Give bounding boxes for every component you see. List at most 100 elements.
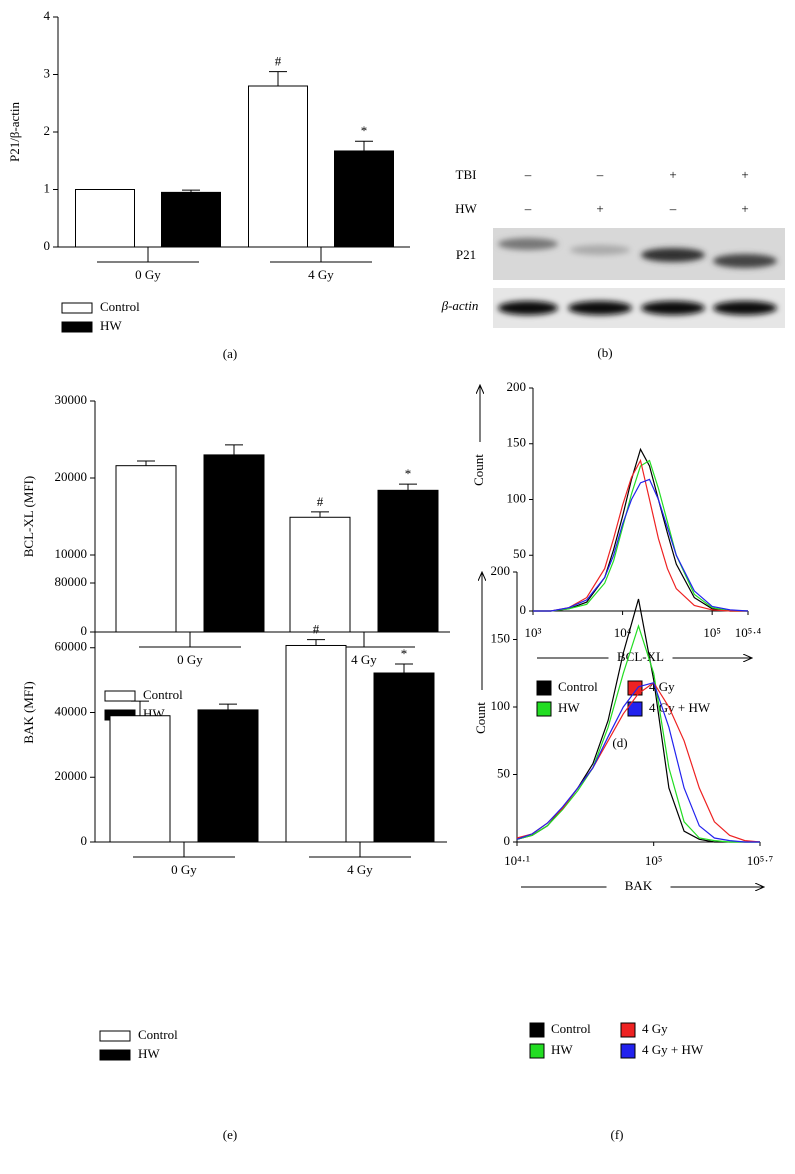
row-label: HW xyxy=(455,201,477,216)
line xyxy=(516,624,760,843)
line xyxy=(516,681,761,843)
legend-swatch xyxy=(61,321,93,333)
y-tick-label: 150 xyxy=(491,630,511,645)
legend-swatch xyxy=(620,1043,636,1059)
y-tick-label: 150 xyxy=(507,435,527,450)
line xyxy=(533,458,748,612)
y-tick-label: 3 xyxy=(44,65,51,80)
sign: + xyxy=(741,201,748,216)
annotation: * xyxy=(401,646,408,661)
x-tick-label: 0 Gy xyxy=(177,652,203,667)
blot: TBI HW – – + + – + – + P21 β-actin (b) xyxy=(441,167,785,360)
y-tick-label: 20000 xyxy=(55,768,88,783)
y-tick-label: 60000 xyxy=(55,639,88,654)
y-tick-label: 1 xyxy=(44,180,51,195)
bar xyxy=(285,644,347,843)
legend-label: Control xyxy=(138,1027,178,1042)
legend-label: 4 Gy + HW xyxy=(649,700,711,715)
y-axis-title: Count xyxy=(473,702,488,734)
x-tick-label: 10⁵·⁷ xyxy=(747,853,773,868)
x-axis-title: BCL-XL xyxy=(617,649,664,664)
y-axis-title: BAK (MFI) xyxy=(21,681,36,743)
legend-swatch xyxy=(99,1049,131,1061)
sign: – xyxy=(524,201,532,216)
y-axis-title: BCL-XL (MFI) xyxy=(21,476,36,558)
y-tick-label: 4 xyxy=(44,8,51,23)
x-tick-label: 10⁴·¹ xyxy=(504,853,530,868)
bar xyxy=(197,709,259,843)
band xyxy=(498,238,558,250)
legend-swatch xyxy=(104,690,136,702)
band xyxy=(568,301,632,315)
x-tick-label: 10⁴ xyxy=(614,625,632,640)
line xyxy=(516,598,760,843)
x-tick-label: 0 Gy xyxy=(135,267,161,282)
bar xyxy=(109,715,171,843)
band xyxy=(498,301,558,315)
x-tick-label: 4 Gy xyxy=(347,862,373,877)
y-tick-label: 0 xyxy=(81,623,88,638)
bar xyxy=(377,489,439,633)
legend-swatch xyxy=(61,302,93,314)
legend-swatch xyxy=(99,1030,131,1042)
legend-swatch xyxy=(529,1043,545,1059)
y-tick-label: 200 xyxy=(507,379,527,394)
x-tick-label: 10⁵·⁴ xyxy=(735,625,762,640)
legend-swatch xyxy=(627,701,643,717)
legend-swatch xyxy=(536,701,552,717)
y-tick-label: 10000 xyxy=(55,546,88,561)
sign: – xyxy=(524,167,532,182)
x-axis-title: BAK xyxy=(625,878,653,893)
band xyxy=(641,301,705,315)
line xyxy=(533,459,748,612)
legend-label: 4 Gy xyxy=(642,1021,668,1036)
bar xyxy=(373,672,435,843)
y-tick-label: 50 xyxy=(513,546,526,561)
x-tick-label: 10⁵ xyxy=(645,853,663,868)
legend-label: Control xyxy=(558,679,598,694)
x-tick-label: 4 Gy xyxy=(308,267,334,282)
band-label: P21 xyxy=(456,247,476,262)
band-label: β-actin xyxy=(441,298,479,313)
sign: + xyxy=(669,167,676,182)
legend-label: HW xyxy=(100,318,122,333)
legend-swatch xyxy=(627,680,643,696)
legend-label: HW xyxy=(558,700,580,715)
bar xyxy=(115,465,177,633)
y-axis-title: Count xyxy=(471,454,486,486)
y-tick-label: 2 xyxy=(44,123,51,138)
y-tick-label: 80000 xyxy=(55,574,88,589)
band xyxy=(570,245,630,255)
legend-swatch xyxy=(529,1022,545,1038)
sign: – xyxy=(596,167,604,182)
panel-label: (b) xyxy=(597,345,612,360)
line xyxy=(533,447,748,612)
y-tick-label: 0 xyxy=(81,833,88,848)
bar xyxy=(161,191,221,248)
panel-label: (e) xyxy=(223,1127,237,1142)
annotation: # xyxy=(275,54,282,69)
bar xyxy=(334,150,394,248)
legend-swatch xyxy=(536,680,552,696)
panel-label: (d) xyxy=(612,735,627,750)
annotation: # xyxy=(317,494,324,509)
y-tick-label: 40000 xyxy=(55,703,88,718)
bar xyxy=(203,454,265,633)
y-tick-label: 100 xyxy=(491,698,511,713)
annotation: * xyxy=(405,466,412,481)
y-tick-label: 0 xyxy=(520,602,527,617)
legend-label: HW xyxy=(138,1046,160,1061)
legend-label: Control xyxy=(143,687,183,702)
annotation: * xyxy=(361,123,368,138)
y-tick-label: 0 xyxy=(44,238,51,253)
annotation: # xyxy=(313,622,320,637)
legend-label: Control xyxy=(100,299,140,314)
legend-swatch xyxy=(620,1022,636,1038)
legend-label: Control xyxy=(551,1021,591,1036)
legend-label: 4 Gy + HW xyxy=(642,1042,704,1057)
panel-label: (a) xyxy=(223,346,237,361)
panel-label: (f) xyxy=(611,1127,624,1142)
y-tick-label: 20000 xyxy=(55,469,88,484)
x-tick-label: 4 Gy xyxy=(351,652,377,667)
band xyxy=(713,301,777,315)
